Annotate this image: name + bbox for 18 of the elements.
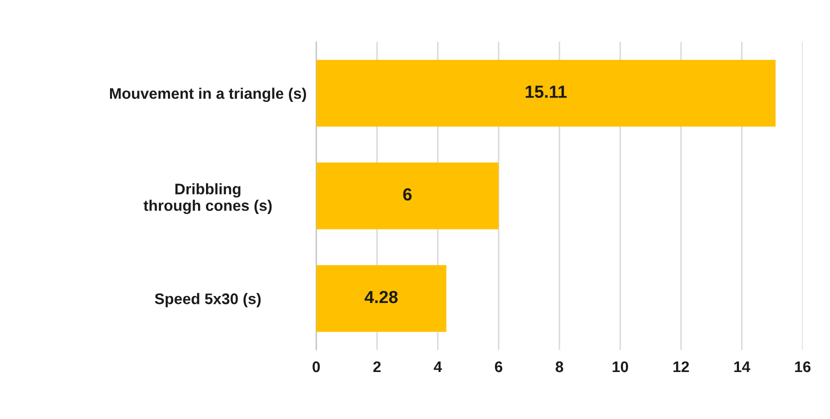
data-label: 6: [403, 188, 412, 201]
x-tick-label: 14: [734, 362, 750, 372]
data-label: 4.28: [364, 290, 398, 304]
x-tick-label: 0: [312, 361, 320, 372]
x-tick-label: 16: [795, 361, 811, 372]
y-tick-label: Mouvement in a triangle (s): [110, 88, 306, 102]
x-tick-label: 4: [434, 362, 442, 372]
x-tick-label: 10: [612, 361, 628, 372]
y-tick-label: Speed 5x30 (s): [154, 293, 261, 308]
y-tick-label: Dribbling through cones (s): [144, 183, 272, 214]
bar: [316, 265, 446, 332]
bar: [316, 162, 499, 230]
x-tick-label: 12: [673, 361, 689, 372]
data-label: 15.11: [526, 86, 567, 98]
bar: [316, 60, 776, 127]
x-tick-label: 6: [494, 361, 502, 372]
x-tick-label: 8: [556, 361, 564, 372]
x-tick-label: 2: [373, 361, 381, 372]
